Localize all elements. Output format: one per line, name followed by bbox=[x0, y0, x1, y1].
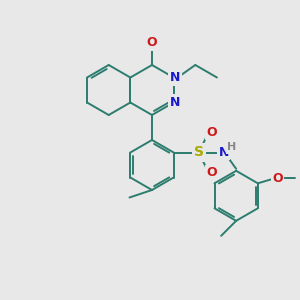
Text: N: N bbox=[218, 146, 229, 159]
Text: O: O bbox=[272, 172, 283, 185]
Text: O: O bbox=[206, 166, 217, 179]
Text: N: N bbox=[169, 71, 180, 84]
Text: N: N bbox=[169, 96, 180, 109]
Text: O: O bbox=[206, 126, 217, 139]
Text: H: H bbox=[227, 142, 236, 152]
Text: S: S bbox=[194, 146, 204, 160]
Text: O: O bbox=[147, 36, 157, 49]
